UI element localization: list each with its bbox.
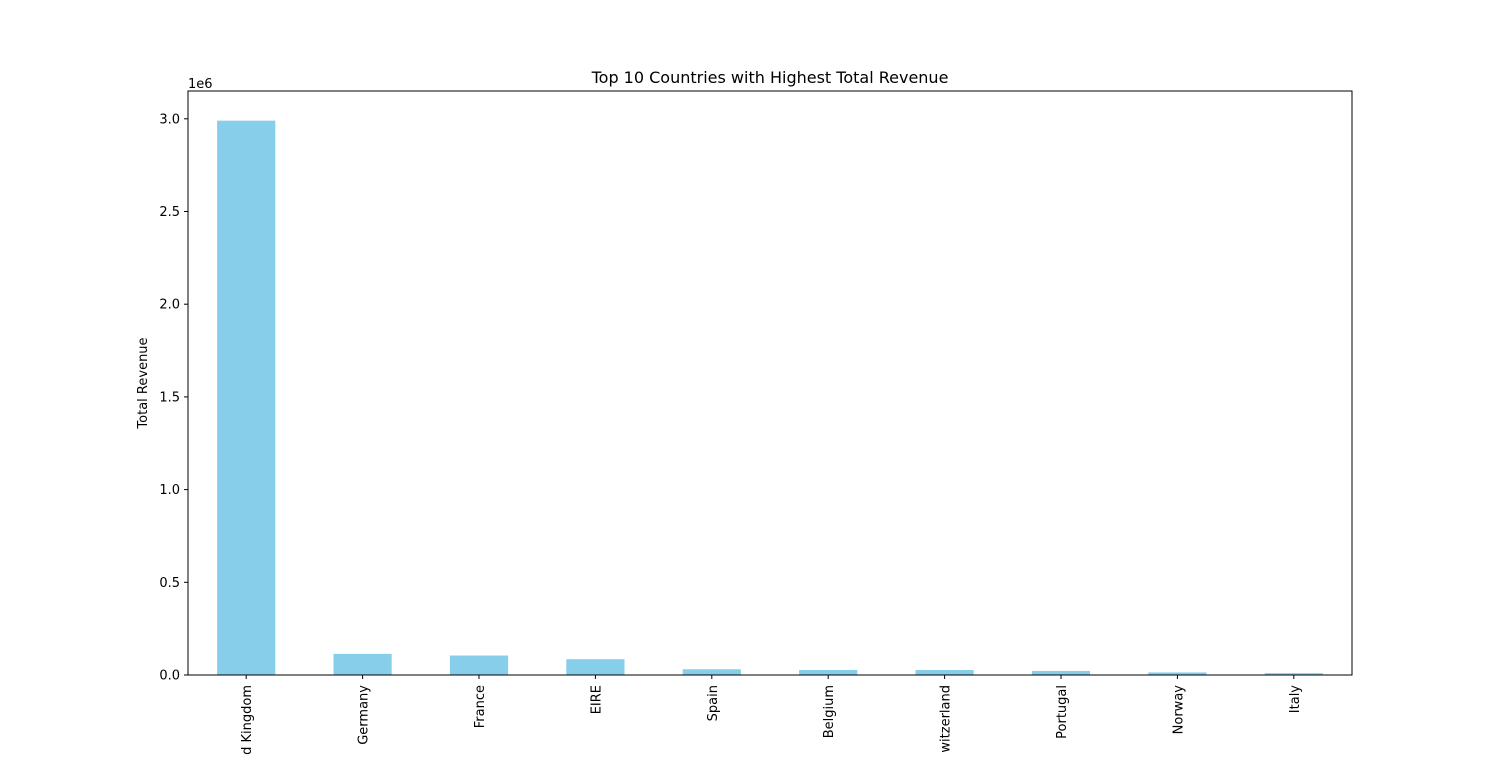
y-tick-label: 2.0 (159, 298, 180, 313)
bar-spain (682, 669, 741, 675)
y-axis: 0.0 0.5 1.0 1.5 2.0 2.5 3.0 (159, 112, 188, 684)
x-tick-label: d Kingdom (240, 685, 255, 755)
x-tick-label: Spain (706, 685, 721, 721)
x-tick-label: Portugal (1055, 685, 1070, 739)
x-tick-label: EIRE (589, 685, 604, 714)
bar-eire (566, 659, 625, 675)
y-tick-label: 0.5 (159, 576, 180, 591)
x-tick-label: witzerland (939, 685, 954, 753)
bar-france (449, 655, 509, 675)
y-axis-offset-label: 1e6 (188, 77, 213, 92)
x-tick-label: Norway (1171, 685, 1186, 735)
x-tick-label: France (473, 685, 488, 728)
plot-frame (187, 90, 1353, 676)
x-tick-label: Germany (357, 685, 372, 745)
bars-layer (217, 120, 1323, 675)
bar-switzerland (915, 669, 974, 675)
y-tick-label: 0.0 (159, 669, 180, 684)
x-tick-label: Italy (1288, 685, 1303, 714)
y-tick-label: 1.5 (159, 390, 180, 405)
chart-title: Top 10 Countries with Highest Total Reve… (591, 68, 949, 87)
bar-united-kingdom (217, 120, 276, 675)
y-tick-label: 3.0 (159, 112, 180, 127)
bar-italy (1264, 673, 1323, 675)
y-tick-label: 1.0 (159, 483, 180, 498)
bar-portugal (1031, 670, 1091, 675)
y-axis-label: Total Revenue (136, 337, 151, 429)
bar-germany (333, 653, 392, 675)
x-axis: d Kingdom Germany France EIRE Spain Belgium wi… (240, 675, 1303, 755)
x-tick-label: Belgium (822, 685, 837, 738)
bar-belgium (799, 669, 858, 675)
y-tick-label: 2.5 (159, 205, 180, 220)
bar-norway (1148, 672, 1207, 675)
